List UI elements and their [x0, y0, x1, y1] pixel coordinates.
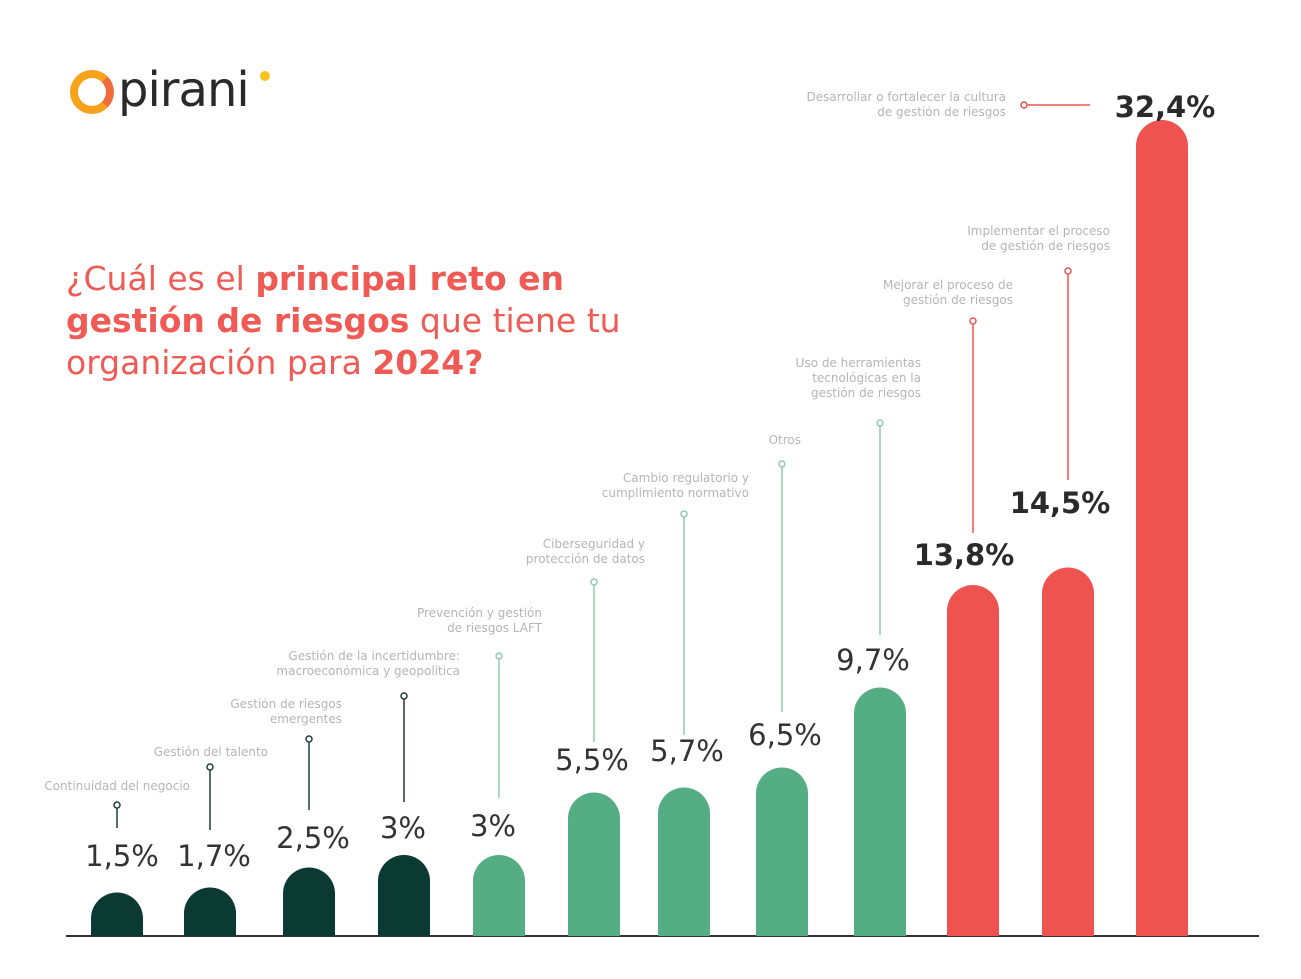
category-label: Gestión de riesgos — [230, 697, 342, 711]
category-label: Prevención y gestión — [417, 606, 542, 620]
leader-dot — [1064, 267, 1072, 275]
category-label: Desarrollar o fortalecer la cultura — [806, 90, 1006, 104]
category-label: gestión de riesgos — [811, 386, 921, 400]
data-label: 9,7% — [836, 643, 910, 677]
title-part-2: que tiene tu organización para — [66, 301, 621, 382]
category-label: Otros — [769, 433, 801, 447]
leader-dot — [876, 419, 884, 427]
category-label: Cambio regulatorio y — [623, 471, 749, 485]
bar — [1136, 120, 1188, 936]
leader-dot — [206, 763, 214, 771]
data-label: 13,8% — [914, 538, 1015, 572]
data-label: 2,5% — [276, 821, 350, 855]
data-label: 32,4% — [1115, 90, 1216, 124]
data-label: 3% — [470, 809, 516, 843]
category-label: Gestión de la incertidumbre: — [288, 649, 460, 663]
pirani-logo: pirani — [70, 62, 270, 118]
category-label: Uso de herramientas — [796, 356, 921, 370]
category-label: Ciberseguridad y — [543, 537, 645, 551]
bar — [947, 585, 999, 936]
leader-dot — [590, 578, 598, 586]
data-label: 6,5% — [748, 718, 822, 752]
data-label: 3% — [380, 811, 426, 845]
data-label: 5,5% — [555, 743, 629, 777]
category-label: Implementar el proceso — [967, 224, 1110, 238]
bar — [378, 855, 430, 936]
logo-ring-icon — [70, 70, 114, 114]
leader-dot — [400, 692, 408, 700]
data-label: 1,7% — [177, 839, 251, 873]
leader-dot — [113, 801, 121, 809]
category-label: de gestión de riesgos — [877, 105, 1006, 119]
leader-dot — [969, 317, 977, 325]
data-label: 1,5% — [85, 839, 159, 873]
category-label: de gestión de riesgos — [981, 239, 1110, 253]
title-bold-2: 2024? — [372, 343, 484, 382]
data-label: 5,7% — [650, 734, 724, 768]
category-label: tecnológicas en la — [812, 371, 921, 385]
bar — [756, 767, 808, 936]
logo-text: pirani — [118, 62, 250, 118]
title-part-1: ¿Cuál es el — [66, 259, 256, 298]
data-label: 14,5% — [1010, 486, 1111, 520]
bar — [854, 687, 906, 936]
category-label: gestión de riesgos — [903, 293, 1013, 307]
leader-dot — [778, 460, 786, 468]
title-bold-1: principal reto en gestión de riesgos — [66, 259, 565, 340]
category-label: cumplimiento normativo — [602, 486, 749, 500]
bar — [283, 867, 335, 936]
category-label: protección de datos — [526, 552, 645, 566]
bar — [1042, 567, 1094, 936]
category-label: Gestión del talento — [154, 745, 268, 759]
bar — [568, 792, 620, 936]
bar — [658, 787, 710, 936]
category-label: Continuidad del negocio — [44, 779, 190, 793]
bar — [91, 892, 143, 936]
category-label: macroeconómica y geopolítica — [276, 664, 460, 678]
category-label: emergentes — [270, 712, 342, 726]
bar — [184, 887, 236, 936]
chart-title: ¿Cuál es el principal reto en gestión de… — [66, 258, 626, 384]
category-label: de riesgos LAFT — [447, 621, 543, 635]
category-label: Mejorar el proceso de — [883, 278, 1013, 292]
leader-dot — [680, 510, 688, 518]
logo-dot-icon — [260, 71, 270, 81]
leader-dot — [495, 652, 503, 660]
leader-dot — [305, 735, 313, 743]
bar — [473, 855, 525, 936]
leader-dot — [1020, 101, 1028, 109]
